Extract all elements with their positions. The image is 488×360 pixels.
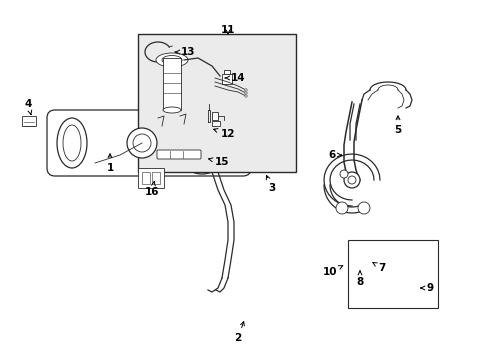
Text: 15: 15: [208, 157, 229, 167]
Ellipse shape: [163, 107, 181, 113]
Circle shape: [133, 134, 151, 152]
Bar: [163, 58, 181, 110]
Text: 6: 6: [328, 150, 341, 160]
Ellipse shape: [162, 55, 182, 64]
Text: 11: 11: [220, 25, 235, 35]
Bar: [212, 121, 220, 126]
Circle shape: [244, 95, 247, 97]
Ellipse shape: [63, 125, 81, 161]
Bar: [138, 168, 163, 188]
Bar: [142, 172, 150, 184]
FancyBboxPatch shape: [47, 110, 250, 176]
Ellipse shape: [57, 118, 87, 168]
Text: 10: 10: [322, 266, 342, 277]
Circle shape: [335, 202, 347, 214]
Ellipse shape: [156, 53, 187, 67]
Bar: [347, 240, 437, 308]
FancyBboxPatch shape: [157, 150, 201, 159]
Circle shape: [347, 176, 355, 184]
Circle shape: [244, 92, 247, 94]
Text: 3: 3: [266, 176, 275, 193]
Ellipse shape: [180, 136, 224, 174]
Bar: [224, 70, 229, 74]
Text: 14: 14: [224, 73, 245, 83]
Text: 5: 5: [393, 116, 401, 135]
Text: 12: 12: [213, 129, 235, 139]
Text: 8: 8: [356, 271, 363, 287]
Text: 2: 2: [234, 321, 244, 343]
Circle shape: [357, 202, 369, 214]
Text: 7: 7: [372, 262, 385, 273]
Text: 13: 13: [175, 47, 195, 57]
Text: 1: 1: [106, 154, 113, 173]
Text: 9: 9: [420, 283, 433, 293]
Circle shape: [127, 128, 157, 158]
Bar: [222, 74, 231, 84]
Circle shape: [244, 89, 247, 91]
Circle shape: [339, 170, 347, 178]
Circle shape: [343, 172, 359, 188]
Text: 4: 4: [24, 99, 32, 114]
Text: 16: 16: [144, 181, 159, 197]
Bar: [212, 112, 218, 120]
Bar: [22, 116, 36, 126]
Bar: [152, 172, 160, 184]
Bar: [138, 34, 295, 172]
